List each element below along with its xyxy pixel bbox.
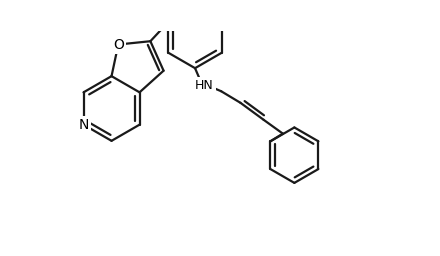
Text: N: N <box>78 118 89 132</box>
Text: HN: HN <box>195 79 214 92</box>
Text: O: O <box>113 38 124 51</box>
